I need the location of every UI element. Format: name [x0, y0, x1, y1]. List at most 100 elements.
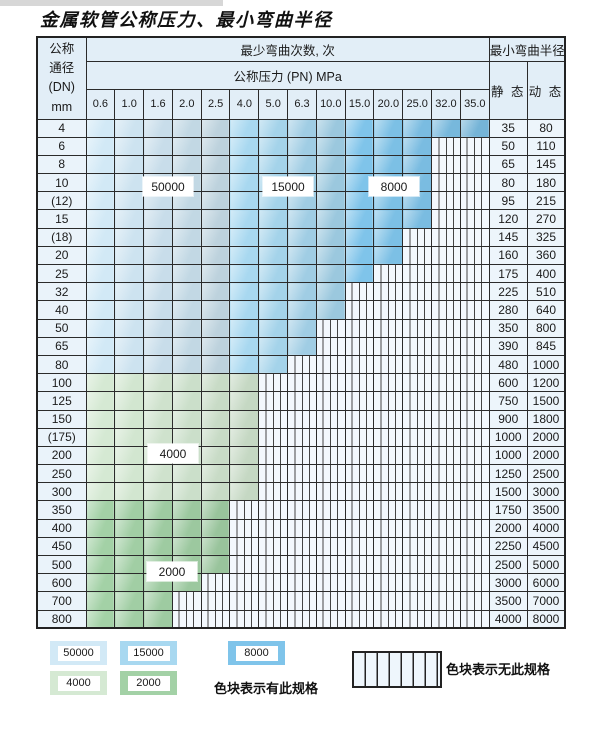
spec-available-cell	[171, 209, 202, 229]
no-spec-cell	[344, 464, 375, 484]
no-spec-cell	[287, 354, 317, 375]
spec-available-cell	[114, 191, 145, 211]
spec-available-cell	[171, 154, 202, 175]
no-spec-cell	[287, 573, 317, 593]
dynamic-radius-cell: 360	[526, 245, 566, 266]
no-spec-cell	[459, 409, 490, 429]
no-spec-cell	[459, 554, 490, 575]
spec-available-cell	[258, 282, 289, 302]
no-spec-cell	[258, 391, 289, 411]
no-spec-cell	[344, 482, 375, 502]
spec-available-cell	[143, 245, 173, 266]
dn-cell: (175)	[36, 427, 87, 447]
table-row: 500 2500 5000	[36, 554, 566, 575]
no-spec-cell	[431, 227, 461, 247]
dynamic-radius-cell: 2500	[526, 464, 566, 484]
spec-available-cell	[114, 209, 145, 229]
no-spec-cell	[402, 554, 433, 575]
dn-cell: 150	[36, 409, 87, 429]
no-spec-cell	[287, 536, 317, 557]
spec-available-cell	[114, 591, 145, 611]
no-spec-cell	[344, 573, 375, 593]
spec-available-cell	[114, 409, 145, 429]
spec-available-cell	[114, 573, 145, 593]
spec-available-cell	[114, 500, 145, 520]
cycle-count-label: 50000	[143, 177, 193, 196]
dn-cell: 400	[36, 518, 87, 538]
no-spec-cell	[229, 518, 260, 538]
spec-available-cell	[143, 427, 173, 447]
no-spec-cell	[315, 536, 346, 557]
spec-available-cell	[431, 118, 461, 138]
spec-available-cell	[114, 554, 145, 575]
no-spec-cell	[200, 573, 231, 593]
pn-column-header: 2.5	[200, 88, 231, 120]
spec-available-cell	[287, 136, 317, 156]
table-row: 250 1250 2500	[36, 464, 566, 484]
spec-available-cell	[171, 245, 202, 266]
table-row: 125 750 1500	[36, 391, 566, 411]
spec-available-cell	[171, 227, 202, 247]
no-spec-cell	[459, 318, 490, 338]
dynamic-radius-cell: 510	[526, 282, 566, 302]
spec-available-cell	[258, 354, 289, 375]
static-radius-cell: 2250	[488, 536, 528, 557]
spec-available-cell	[344, 191, 375, 211]
spec-available-cell	[229, 173, 260, 193]
spec-available-cell	[143, 136, 173, 156]
dn-cell: 40	[36, 300, 87, 320]
spec-available-cell	[315, 300, 346, 320]
spec-available-cell	[85, 191, 116, 211]
no-spec-cell	[431, 191, 461, 211]
no-spec-cell	[258, 609, 289, 629]
no-spec-cell	[315, 464, 346, 484]
legend-swatch: 2000	[120, 671, 177, 695]
dn-header-line: (DN)	[48, 80, 75, 95]
spec-available-cell	[258, 318, 289, 338]
static-radius-cell: 80	[488, 173, 528, 193]
spec-available-cell	[315, 209, 346, 229]
spec-available-cell	[344, 209, 375, 229]
spec-available-cell	[143, 227, 173, 247]
no-spec-cell	[459, 354, 490, 375]
dynamic-radius-cell: 2000	[526, 445, 566, 466]
dynamic-radius-cell: 640	[526, 300, 566, 320]
spec-available-cell	[114, 518, 145, 538]
spec-available-cell	[287, 227, 317, 247]
spec-available-cell	[85, 318, 116, 338]
no-spec-cell	[431, 391, 461, 411]
spec-available-cell	[229, 209, 260, 229]
spec-available-cell	[114, 464, 145, 484]
dn-cell: 700	[36, 591, 87, 611]
no-spec-cell	[373, 573, 404, 593]
spec-available-cell	[287, 209, 317, 229]
spec-available-cell	[258, 245, 289, 266]
spec-available-cell	[315, 282, 346, 302]
no-spec-cell	[200, 591, 231, 611]
no-spec-cell	[459, 173, 490, 193]
spec-table-wrap: 公称 通径 (DN) mm 最少弯曲次数, 次 最小弯曲半径 公称压力 (PN)…	[36, 36, 567, 630]
no-spec-cell	[402, 409, 433, 429]
no-spec-cell	[431, 536, 461, 557]
table-row: (12) 95 215	[36, 191, 566, 211]
static-radius-cell: 120	[488, 209, 528, 229]
spec-available-cell	[287, 336, 317, 356]
dn-cell: 125	[36, 391, 87, 411]
spec-available-cell	[200, 536, 231, 557]
no-spec-cell	[373, 373, 404, 393]
pn-column-header: 1.0	[114, 88, 145, 120]
table-row: 32 225 510	[36, 282, 566, 302]
table-row: 150 900 1800	[36, 409, 566, 429]
no-spec-cell	[373, 282, 404, 302]
no-spec-cell	[431, 173, 461, 193]
table-row: (175) 1000 2000	[36, 427, 566, 447]
dn-cell: 8	[36, 154, 87, 175]
spec-available-cell	[85, 609, 116, 629]
no-spec-cell	[315, 409, 346, 429]
dn-cell: 300	[36, 482, 87, 502]
dn-cell: 20	[36, 245, 87, 266]
no-spec-cell	[459, 518, 490, 538]
spec-available-cell	[171, 373, 202, 393]
dynamic-radius-cell: 215	[526, 191, 566, 211]
spec-available-cell	[229, 427, 260, 447]
